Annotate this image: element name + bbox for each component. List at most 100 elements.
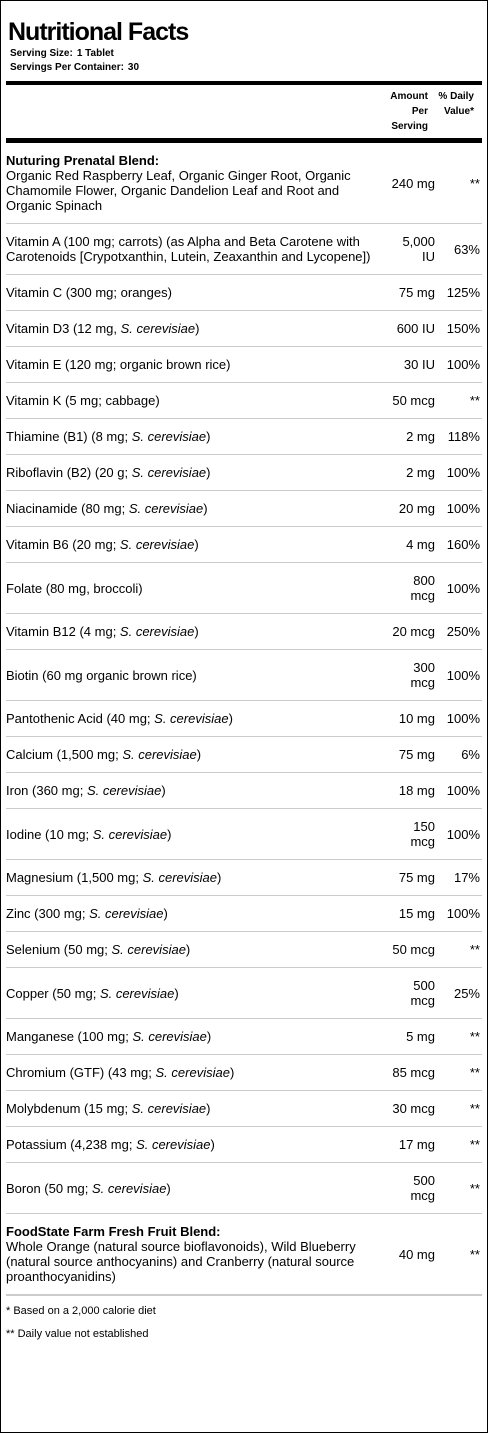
nutrient-name: Copper (50 mg; S. cerevisiae) — [6, 986, 388, 1001]
daily-value: 125% — [446, 285, 480, 300]
nutrient-name: Folate (80 mg, broccoli) — [6, 581, 388, 596]
source-name: S. cerevisiae — [132, 1029, 207, 1044]
source-name: S. cerevisiae — [136, 1137, 211, 1152]
name-text: ) — [166, 1180, 171, 1196]
amount: 800 mcg — [410, 573, 435, 603]
source-name: S. cerevisiae — [131, 1101, 207, 1116]
name-text: ) — [206, 465, 211, 480]
name-text: ) — [206, 1101, 211, 1116]
daily-value: 25% — [453, 985, 480, 1001]
footnote: * Based on a 2,000 calorie diet — [6, 1305, 156, 1317]
daily-value: 160% — [446, 537, 480, 552]
name-text: ) — [228, 711, 233, 726]
nutrient-row: Selenium (50 mg; S. cerevisiae) 50 mcg ** — [6, 932, 482, 968]
name-text: Molybdenum (15 mg; — [6, 1101, 132, 1116]
amount: 5,000 IU — [402, 234, 435, 264]
daily-value: 100% — [446, 906, 480, 921]
name-text: Iodine (10 mg; — [6, 826, 93, 842]
name-text: Vitamin K (5 mg; cabbage) — [6, 393, 160, 408]
daily-value: ** — [469, 1137, 480, 1152]
divider — [6, 81, 482, 85]
nutrient-row: Potassium (4,238 mg; S. cerevisiae) 17 mg… — [6, 1127, 482, 1163]
name-text: Vitamin B12 (4 mg; — [6, 624, 120, 639]
name-text: Boron (50 mg; — [6, 1180, 92, 1196]
nutrient-row: Vitamin D3 (12 mg, S. cerevisiae) 600 IU 1… — [6, 311, 482, 347]
amount: 2 mg — [406, 429, 435, 444]
name-text: Potassium (4,238 mg; — [6, 1137, 137, 1152]
source-name: S. cerevisiae — [128, 501, 204, 516]
amount: 20 mg — [398, 501, 435, 516]
daily-value: 100% — [446, 667, 480, 683]
source-name: S. cerevisiae — [111, 942, 186, 957]
name-text: Thiamine (B1) (8 mg; — [6, 429, 132, 444]
daily-value: ** — [469, 942, 480, 957]
nutrient-name: Vitamin K (5 mg; cabbage) — [6, 393, 388, 408]
nutrient-name: Niacinamide (80 mg; S. cerevisiae) — [6, 501, 388, 516]
nutrient-row: Copper (50 mg; S. cerevisiae) 500 mcg 25% — [6, 968, 482, 1019]
daily-value: 6% — [461, 747, 480, 762]
name-text: Organic Red Raspberry Leaf, Organic Ging… — [6, 168, 351, 213]
divider — [6, 138, 482, 143]
name-text: ) — [206, 1029, 212, 1044]
name-text: Pantothenic Acid (40 mg; — [6, 711, 155, 726]
amount: 10 mg — [398, 711, 435, 726]
nutrient-name: Vitamin C (300 mg; oranges) — [6, 285, 388, 300]
source-name: S. cerevisiae — [131, 465, 207, 480]
nutrient-row: Boron (50 mg; S. cerevisiae) 500 mcg ** — [6, 1163, 482, 1214]
dv-header: % Daily Value* — [438, 91, 474, 117]
daily-value: 100% — [446, 783, 480, 798]
column-header: Amount Per Serving % Daily Value* — [1, 85, 487, 138]
nutrient-row: Magnesium (1,500 mg; S. cerevisiae) 75 mg… — [6, 860, 482, 896]
name-text: ) — [196, 747, 202, 762]
source-name: S. cerevisiae — [131, 429, 207, 444]
nutrient-name: Vitamin A (100 mg; carrots) (as Alpha an… — [6, 234, 388, 264]
nutrient-name: Chromium (GTF) (43 mg; S. cerevisiae) — [6, 1065, 388, 1080]
name-text: Selenium (50 mg; — [6, 942, 112, 957]
name-text: Niacinamide (80 mg; — [6, 501, 129, 516]
amount: 75 mg — [398, 870, 435, 885]
nutrient-row: Vitamin B12 (4 mg; S. cerevisiae) 20 mcg 2… — [6, 614, 482, 650]
footnote: ** Daily value not established — [6, 1328, 149, 1340]
name-text: Magnesium (1,500 mg; — [6, 870, 143, 885]
daily-value: 250% — [446, 624, 480, 639]
amount: 5 mg — [406, 1029, 435, 1044]
amount: 20 mcg — [392, 624, 435, 639]
amount: 30 mcg — [392, 1101, 435, 1116]
name-text: ) — [194, 624, 199, 639]
blend-title: Nuturing Prenatal Blend: — [6, 153, 160, 168]
amount: 50 mcg — [392, 393, 435, 408]
serving-size: Serving Size: 1 Tablet — [1, 47, 487, 61]
amount: 150 mcg — [410, 819, 435, 849]
daily-value: 100% — [446, 580, 480, 596]
nutrient-name: Manganese (100 mg; S. cerevisiae) — [6, 1029, 388, 1044]
name-text: Biotin (60 mg organic brown rice) — [6, 667, 197, 683]
nutrient-name: Vitamin E (120 mg; organic brown rice) — [6, 357, 388, 372]
nutrient-row: Thiamine (B1) (8 mg; S. cerevisiae) 2 mg 1… — [6, 419, 482, 455]
amount: 300 mcg — [410, 660, 435, 690]
label: Servings Per Container: — [10, 62, 124, 73]
nutrient-row: Riboflavin (B2) (20 g; S. cerevisiae) 2 m… — [6, 455, 482, 491]
name-text: Vitamin A (100 mg; carrots) (as Alpha an… — [6, 234, 371, 264]
name-text: ) — [210, 1137, 215, 1152]
source-name: S. cerevisiae — [89, 906, 164, 921]
nutrient-name: Riboflavin (B2) (20 g; S. cerevisiae) — [6, 465, 388, 480]
source-name: S. cerevisiae — [92, 826, 168, 842]
source-name: S. cerevisiae — [86, 783, 162, 798]
amount: 4 mg — [406, 537, 435, 552]
value: 1 Tablet — [76, 48, 114, 59]
nutrient-name: Selenium (50 mg; S. cerevisiae) — [6, 942, 388, 957]
daily-value: ** — [469, 175, 480, 191]
servings: Servings Per Container: 30 — [1, 61, 487, 75]
nutrient-name: Biotin (60 mg organic brown rice) — [6, 668, 388, 683]
name-text: Chromium (GTF) (43 mg; — [6, 1065, 156, 1080]
nutrient-row: Molybdenum (15 mg; S. cerevisiae) 30 mcg *… — [6, 1091, 482, 1127]
name-text: ) — [203, 501, 208, 516]
amount-header: Amount Per Serving — [390, 91, 428, 132]
daily-value: 100% — [446, 357, 480, 372]
name-text: ) — [167, 826, 172, 842]
source-name: S. cerevisiae — [119, 537, 195, 552]
daily-value: 63% — [453, 241, 480, 257]
name-text: Vitamin D3 (12 mg, — [6, 321, 121, 336]
amount: 2 mg — [406, 465, 435, 480]
